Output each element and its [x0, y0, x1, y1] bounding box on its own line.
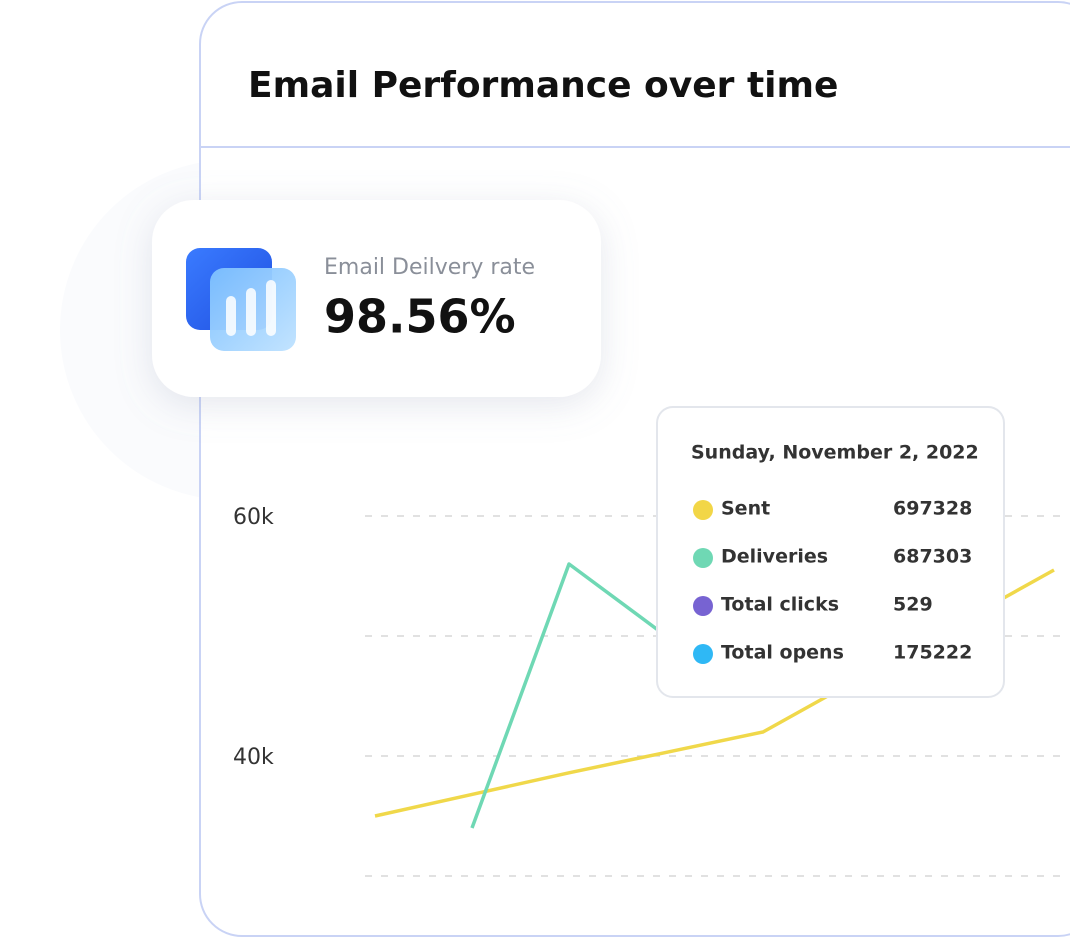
tooltip-value: 687303 — [893, 546, 972, 568]
tooltip-name: Total opens — [721, 642, 844, 664]
series-line — [470, 562, 668, 829]
tooltip-value: 697328 — [893, 498, 972, 520]
tooltip-value: 529 — [893, 594, 933, 616]
legend-dot — [693, 644, 713, 664]
y-tick-label: 60k — [233, 505, 274, 530]
tooltip: Sunday, November 2, 2022 Sent 697328 Deliv… — [656, 406, 1005, 698]
legend-dot — [693, 500, 713, 520]
card-title: Email Performance over time — [248, 65, 838, 106]
icon-bar — [246, 288, 256, 336]
tooltip-name: Sent — [721, 498, 770, 520]
stat-value: 98.56% — [324, 290, 516, 344]
legend-dot — [693, 548, 713, 568]
icon-bar — [226, 296, 236, 336]
tooltip-name: Total clicks — [721, 594, 839, 616]
legend-dot — [693, 596, 713, 616]
stat-label: Email Deilvery rate — [324, 255, 535, 280]
tooltip-bg — [656, 406, 1005, 698]
tooltip-value: 175222 — [893, 642, 972, 664]
tooltip-name: Deliveries — [721, 546, 828, 568]
icon-bar — [266, 280, 276, 336]
y-tick-label: 40k — [233, 745, 274, 770]
tooltip-date: Sunday, November 2, 2022 — [691, 442, 979, 464]
stat-card: Email Deilvery rate 98.56% — [152, 200, 601, 397]
